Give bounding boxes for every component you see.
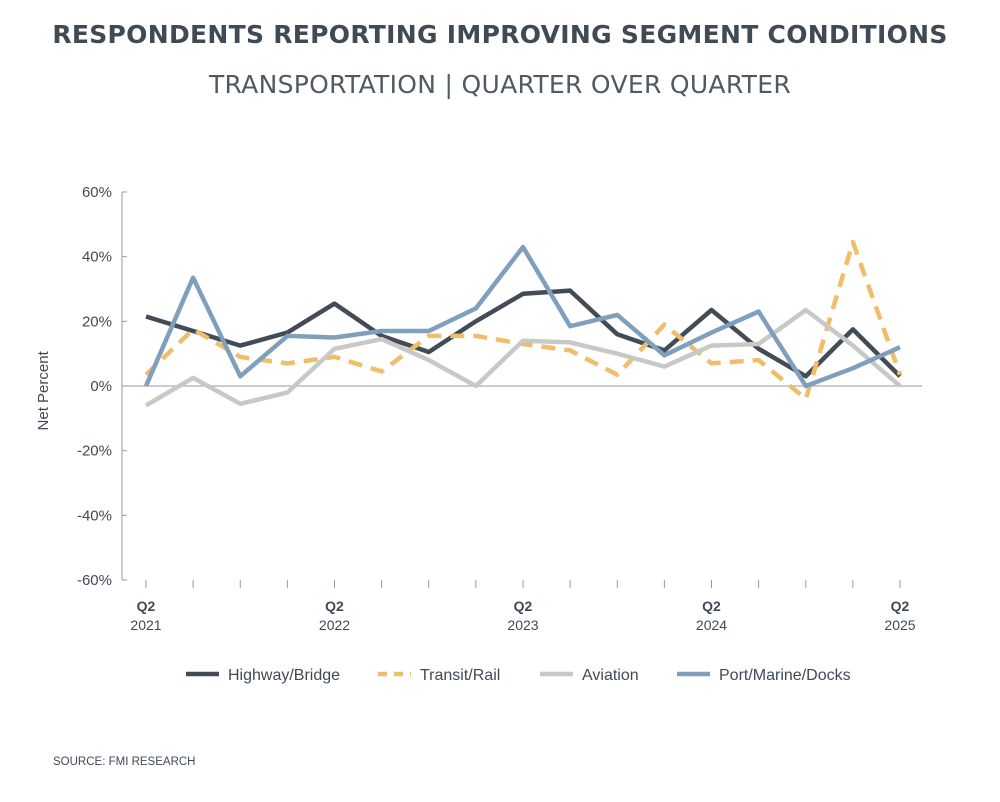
x-tick-quarter: Q2 [325,598,344,614]
y-tick-label: 40% [82,249,112,266]
series-lines [143,239,903,408]
y-tick-label: -60% [77,572,112,589]
x-tick-year: 2022 [319,617,350,633]
legend-label: Port/Marine/Docks [719,667,851,684]
x-tick-year: 2025 [884,617,915,633]
y-tick-label: 60% [82,184,112,201]
x-tick-year: 2024 [696,617,727,633]
legend-label: Transit/Rail [420,667,500,684]
series-line-port-marine-docks [143,244,901,389]
x-tick-year: 2021 [130,617,161,633]
series-line-transit-rail [144,239,903,402]
legend: Highway/Bridge Transit/Rail Aviation Port/M… [186,667,851,684]
source-note: SOURCE: FMI RESEARCH [53,756,196,768]
x-axis: Q2 2021 Q2 2022 Q2 2023 Q2 2024 Q2 2025 [122,385,922,633]
y-tick-label: -20% [77,443,112,460]
legend-label: Aviation [582,667,639,684]
x-tick-year: 2023 [507,617,538,633]
x-tick-quarter: Q2 [702,598,721,614]
x-tick-quarter: Q2 [514,598,533,614]
chart-title: RESPONDENTS REPORTING IMPROVING SEGMENT … [52,20,948,49]
y-axis-label: Net Percent [35,350,52,430]
series-line-highway-bridge [145,288,902,379]
chart-subtitle: TRANSPORTATION | QUARTER OVER QUARTER [208,70,792,99]
y-tick-label: -40% [77,507,112,524]
x-tick-quarter: Q2 [137,598,156,614]
y-tick-label: 20% [82,313,112,330]
x-tick-quarter: Q2 [891,598,910,614]
y-axis: 60% 40% 20% 0% -20% -40% -60% Net Percent [35,184,127,589]
legend-label: Highway/Bridge [228,667,340,684]
y-tick-label: 0% [90,378,112,395]
